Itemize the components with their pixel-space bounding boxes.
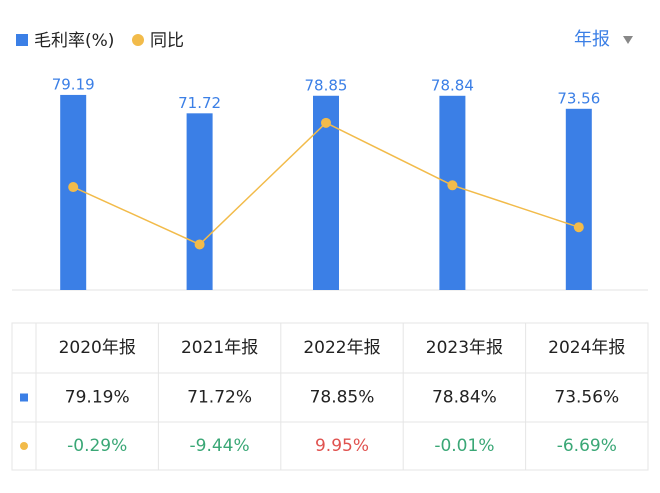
bar	[186, 113, 213, 290]
bar-value-label: 78.85	[305, 76, 348, 94]
bar-value-label: 71.72	[178, 94, 221, 112]
table-cell: 78.85%	[310, 388, 375, 408]
table-cell: -6.69%	[557, 436, 617, 456]
bar	[60, 94, 87, 290]
table-cell: -9.44%	[190, 436, 250, 456]
line-point	[447, 180, 458, 191]
dropdown-arrow[interactable]	[623, 36, 633, 44]
bar	[313, 95, 339, 290]
table-cell: 78.84%	[432, 388, 497, 408]
line-point	[573, 222, 584, 233]
line-point	[321, 117, 331, 128]
legend-swatch	[132, 34, 144, 46]
table-cell: 73.56%	[554, 388, 619, 408]
table-cell: -0.29%	[67, 436, 127, 456]
bar	[565, 108, 592, 290]
bar	[439, 95, 466, 290]
table-cell: 71.72%	[187, 388, 252, 408]
bar-value-label: 78.84	[431, 76, 474, 94]
bar-value-label: 79.19	[52, 75, 95, 93]
table-cell: -0.01%	[434, 436, 494, 456]
table-header: 2024年报	[548, 338, 625, 358]
legend-label: 毛利率(%)	[34, 31, 114, 51]
table-header: 2020年报	[59, 338, 136, 358]
table-header: 2023年报	[426, 338, 503, 358]
table-header: 2021年报	[181, 338, 258, 358]
table-cell: 79.19%	[65, 388, 130, 408]
table-header: 2022年报	[303, 338, 380, 358]
line-point	[194, 239, 205, 250]
legend-swatch	[16, 34, 28, 46]
table-series-icon	[20, 442, 28, 450]
table-border	[11, 322, 649, 471]
legend-label: 同比	[150, 31, 184, 51]
bar-value-label: 73.56	[557, 89, 600, 107]
period-selector[interactable]: 年报	[574, 29, 610, 50]
table-series-icon	[20, 393, 28, 402]
table-cell: 9.95%	[315, 436, 369, 456]
line-point	[68, 182, 79, 193]
